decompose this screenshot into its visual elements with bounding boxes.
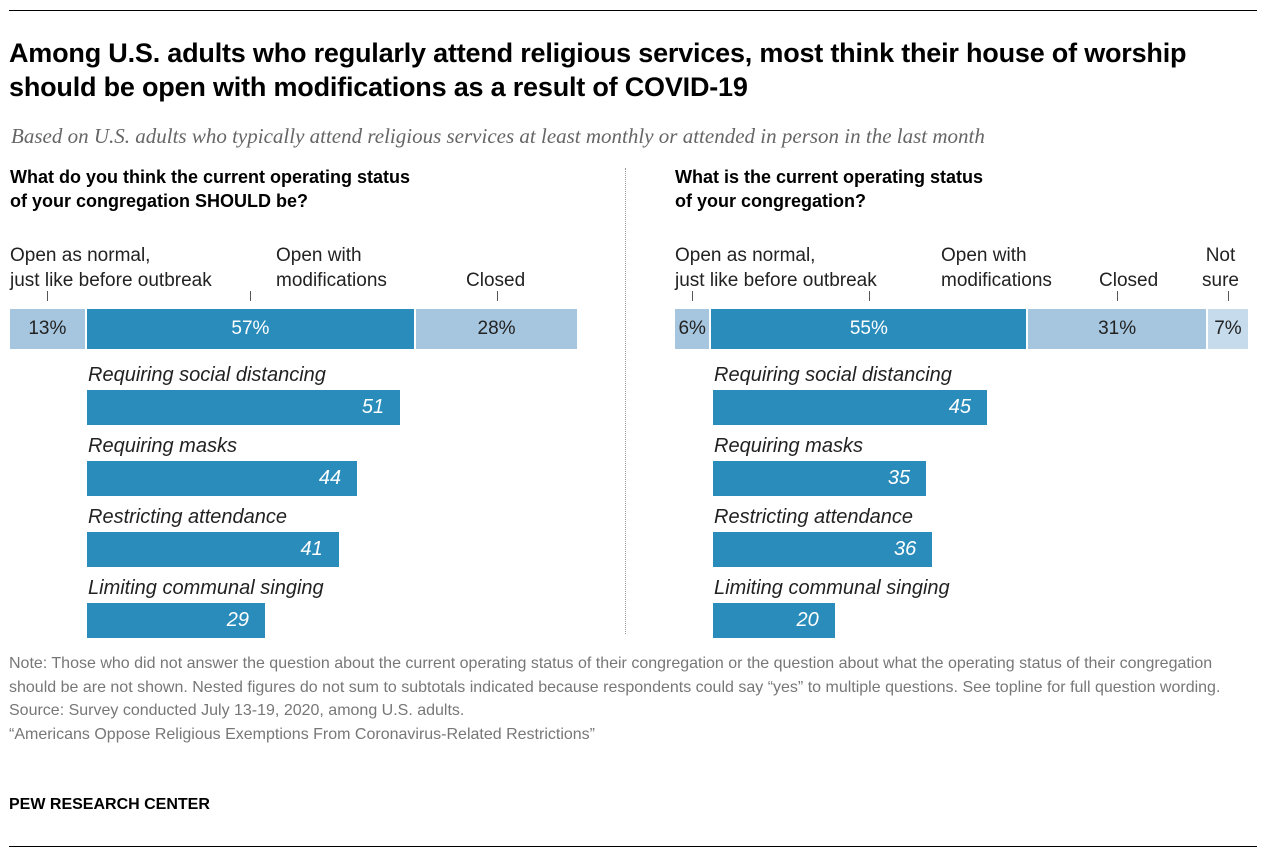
sub-bar-label: Limiting communal singing [88,577,324,599]
sub-bar-label: Restricting attendance [88,506,288,528]
sub-bar: 41 [87,532,339,567]
cat-open-normal-right: Open as normal, just like before outbreak [675,245,877,291]
panel-divider [625,168,626,634]
note: Note: Those who did not answer the quest… [9,655,1221,696]
chart-title: Among U.S. adults who regularly attend r… [9,38,1187,102]
sub-bar-label: Requiring masks [714,435,863,457]
top-rule [9,10,1257,11]
stacked-segment: 57% [86,309,415,349]
stacked-segment: 55% [711,309,1027,349]
chart-subtitle: Based on U.S. adults who typically atten… [11,124,985,148]
segment-tick [868,291,870,301]
left-question: What do you think the current operating … [10,165,410,213]
stacked-segment: 6% [675,309,710,349]
footnotes: Note: Those who did not answer the quest… [9,652,1259,746]
cat-closed-right: Closed [1099,270,1159,291]
sub-bar: 45 [713,390,988,425]
q-line: What do you think the current operating … [10,167,411,187]
stacked-segment: 28% [416,309,577,349]
q-line: of your congregation SHOULD be? [10,191,309,211]
q-line: What is the current operating status [675,167,984,187]
sub-bar: 20 [713,603,835,638]
bottom-rule [9,846,1257,847]
cat-notsure-right: Not sure [1202,245,1239,291]
segment-tick [250,291,252,301]
right-question: What is the current operating status of y… [675,165,983,213]
stacked-segment: 31% [1028,309,1206,349]
q-line: of your congregation? [675,191,866,211]
report-title: “Americans Oppose Religious Exemptions F… [9,725,595,743]
stacked-segment: 13% [10,309,85,349]
sub-bar-label: Requiring social distancing [714,364,952,386]
segment-tick [47,291,49,301]
source: Source: Survey conducted July 13-19, 202… [9,702,465,719]
cat-open-normal-left: Open as normal, just like before outbreak [10,245,212,291]
sub-bar: 36 [713,532,933,567]
sub-bar-label: Limiting communal singing [714,577,950,599]
sub-bar-label: Restricting attendance [714,506,914,528]
brand: PEW RESEARCH CENTER [9,796,210,813]
cat-mod-left: Open with modifications [276,245,387,291]
sub-bar: 51 [87,390,401,425]
segment-tick [692,291,694,301]
segment-tick [496,291,498,301]
sub-bar: 44 [87,461,358,496]
sub-bar: 29 [87,603,266,638]
cat-closed-left: Closed [466,270,526,291]
sub-bar-label: Requiring social distancing [88,364,326,386]
segment-tick [1227,291,1229,301]
segment-tick [1117,291,1119,301]
cat-mod-right: Open with modifications [941,245,1052,291]
sub-bar-label: Requiring masks [88,435,237,457]
stacked-segment: 7% [1207,309,1248,349]
sub-bar: 35 [713,461,927,496]
